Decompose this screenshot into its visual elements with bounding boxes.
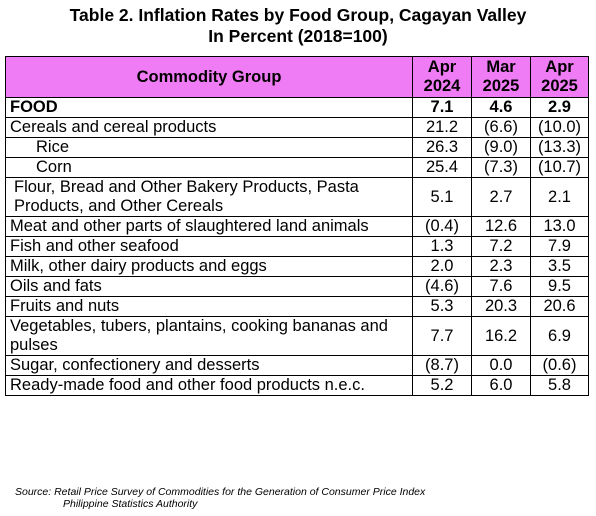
row-label: FOOD — [5, 97, 413, 118]
source-note: Source: Retail Price Survey of Commoditi… — [15, 486, 425, 510]
table-row-food: FOOD 7.1 4.6 2.9 — [5, 97, 589, 118]
cell-mar-2025: 7.2 — [471, 236, 531, 257]
source-line-1: Source: Retail Price Survey of Commoditi… — [15, 486, 426, 498]
header-apr-2024: Apr 2024 — [412, 56, 472, 98]
cell-apr-2024: 5.3 — [412, 296, 472, 317]
table-row-sugar: Sugar, confectionery and desserts (8.7) … — [5, 355, 589, 376]
row-label: Ready-made food and other food products … — [5, 375, 413, 396]
cell-mar-2025: 4.6 — [471, 97, 531, 118]
cell-mar-2025: (6.6) — [471, 117, 531, 138]
row-label: Fruits and nuts — [5, 296, 413, 317]
table-row-fish: Fish and other seafood 1.3 7.2 7.9 — [5, 236, 589, 257]
header-mar-2025-year: 2025 — [482, 77, 520, 95]
row-label: Sugar, confectionery and desserts — [5, 355, 413, 376]
cell-apr-2024: 25.4 — [412, 157, 472, 178]
cell-apr-2025: 9.5 — [530, 276, 589, 297]
row-label: Meat and other parts of slaughtered land… — [5, 216, 413, 237]
cell-apr-2025: (10.7) — [530, 157, 589, 178]
cell-mar-2025: 0.0 — [471, 355, 531, 376]
header-apr-2024-month: Apr — [427, 58, 457, 76]
table-row-rice: Rice 26.3 (9.0) (13.3) — [5, 137, 589, 158]
cell-apr-2025: 6.9 — [530, 316, 589, 356]
cell-apr-2025: (10.0) — [530, 117, 589, 138]
cell-mar-2025: (9.0) — [471, 137, 531, 158]
cell-mar-2025: (7.3) — [471, 157, 531, 178]
cell-apr-2024: 26.3 — [412, 137, 472, 158]
table-row-vegetables: Vegetables, tubers, plantains, cooking b… — [5, 316, 589, 356]
source-line-2: Philippine Statistics Authority — [63, 498, 198, 510]
header-apr-2024-year: 2024 — [423, 77, 461, 95]
table-row-cereals: Cereals and cereal products 21.2 (6.6) (… — [5, 117, 589, 138]
cell-apr-2024: 7.1 — [412, 97, 472, 118]
cell-apr-2025: 3.5 — [530, 256, 589, 277]
cell-apr-2024: (8.7) — [412, 355, 472, 376]
row-label: Fish and other seafood — [5, 236, 413, 257]
title-line-2: In Percent (2018=100) — [208, 26, 388, 46]
cell-mar-2025: 20.3 — [471, 296, 531, 317]
header-row: Commodity Group Apr 2024 Mar 2025 Apr 20… — [5, 56, 589, 98]
cell-apr-2024: 1.3 — [412, 236, 472, 257]
cell-apr-2025: 2.1 — [530, 177, 589, 217]
table-row-flour-bread: Flour, Bread and Other Bakery Products, … — [5, 177, 589, 217]
header-apr-2025: Apr 2025 — [530, 56, 589, 98]
table-row-meat: Meat and other parts of slaughtered land… — [5, 216, 589, 237]
cell-apr-2024: (0.4) — [412, 216, 472, 237]
cell-apr-2025: 7.9 — [530, 236, 589, 257]
cell-apr-2025: 13.0 — [530, 216, 589, 237]
table-row-milk: Milk, other dairy products and eggs 2.0 … — [5, 256, 589, 277]
header-apr-2025-year: 2025 — [541, 77, 578, 95]
title-line-1: Table 2. Inflation Rates by Food Group, … — [69, 5, 527, 25]
cell-mar-2025: 2.7 — [471, 177, 531, 217]
row-label: Cereals and cereal products — [5, 117, 413, 138]
cell-apr-2025: 2.9 — [530, 97, 589, 118]
table-row-corn: Corn 25.4 (7.3) (10.7) — [5, 157, 589, 178]
table-title: Table 2. Inflation Rates by Food Group, … — [0, 5, 596, 47]
row-label: Vegetables, tubers, plantains, cooking b… — [5, 316, 413, 356]
cell-apr-2024: 5.2 — [412, 375, 472, 396]
header-mar-2025-month: Mar — [486, 58, 516, 76]
header-commodity-group: Commodity Group — [5, 56, 413, 98]
header-mar-2025: Mar 2025 — [471, 56, 531, 98]
cell-apr-2024: 2.0 — [412, 256, 472, 277]
table-row-oils: Oils and fats (4.6) 7.6 9.5 — [5, 276, 589, 297]
cell-mar-2025: 6.0 — [471, 375, 531, 396]
table-row-ready-made: Ready-made food and other food products … — [5, 375, 589, 396]
cell-apr-2025: (0.6) — [530, 355, 589, 376]
header-apr-2025-month: Apr — [545, 58, 574, 76]
row-label: Oils and fats — [5, 276, 413, 297]
inflation-table: Commodity Group Apr 2024 Mar 2025 Apr 20… — [5, 56, 589, 396]
cell-mar-2025: 7.6 — [471, 276, 531, 297]
row-label: Milk, other dairy products and eggs — [5, 256, 413, 277]
cell-apr-2024: (4.6) — [412, 276, 472, 297]
cell-apr-2025: 5.8 — [530, 375, 589, 396]
cell-apr-2024: 7.7 — [412, 316, 472, 356]
table-row-fruits: Fruits and nuts 5.3 20.3 20.6 — [5, 296, 589, 317]
cell-apr-2024: 5.1 — [412, 177, 472, 217]
row-label: Flour, Bread and Other Bakery Products, … — [5, 177, 413, 217]
row-label: Rice — [5, 137, 413, 158]
cell-mar-2025: 2.3 — [471, 256, 531, 277]
row-label: Corn — [5, 157, 413, 178]
cell-apr-2024: 21.2 — [412, 117, 472, 138]
cell-apr-2025: 20.6 — [530, 296, 589, 317]
cell-apr-2025: (13.3) — [530, 137, 589, 158]
cell-mar-2025: 16.2 — [471, 316, 531, 356]
cell-mar-2025: 12.6 — [471, 216, 531, 237]
